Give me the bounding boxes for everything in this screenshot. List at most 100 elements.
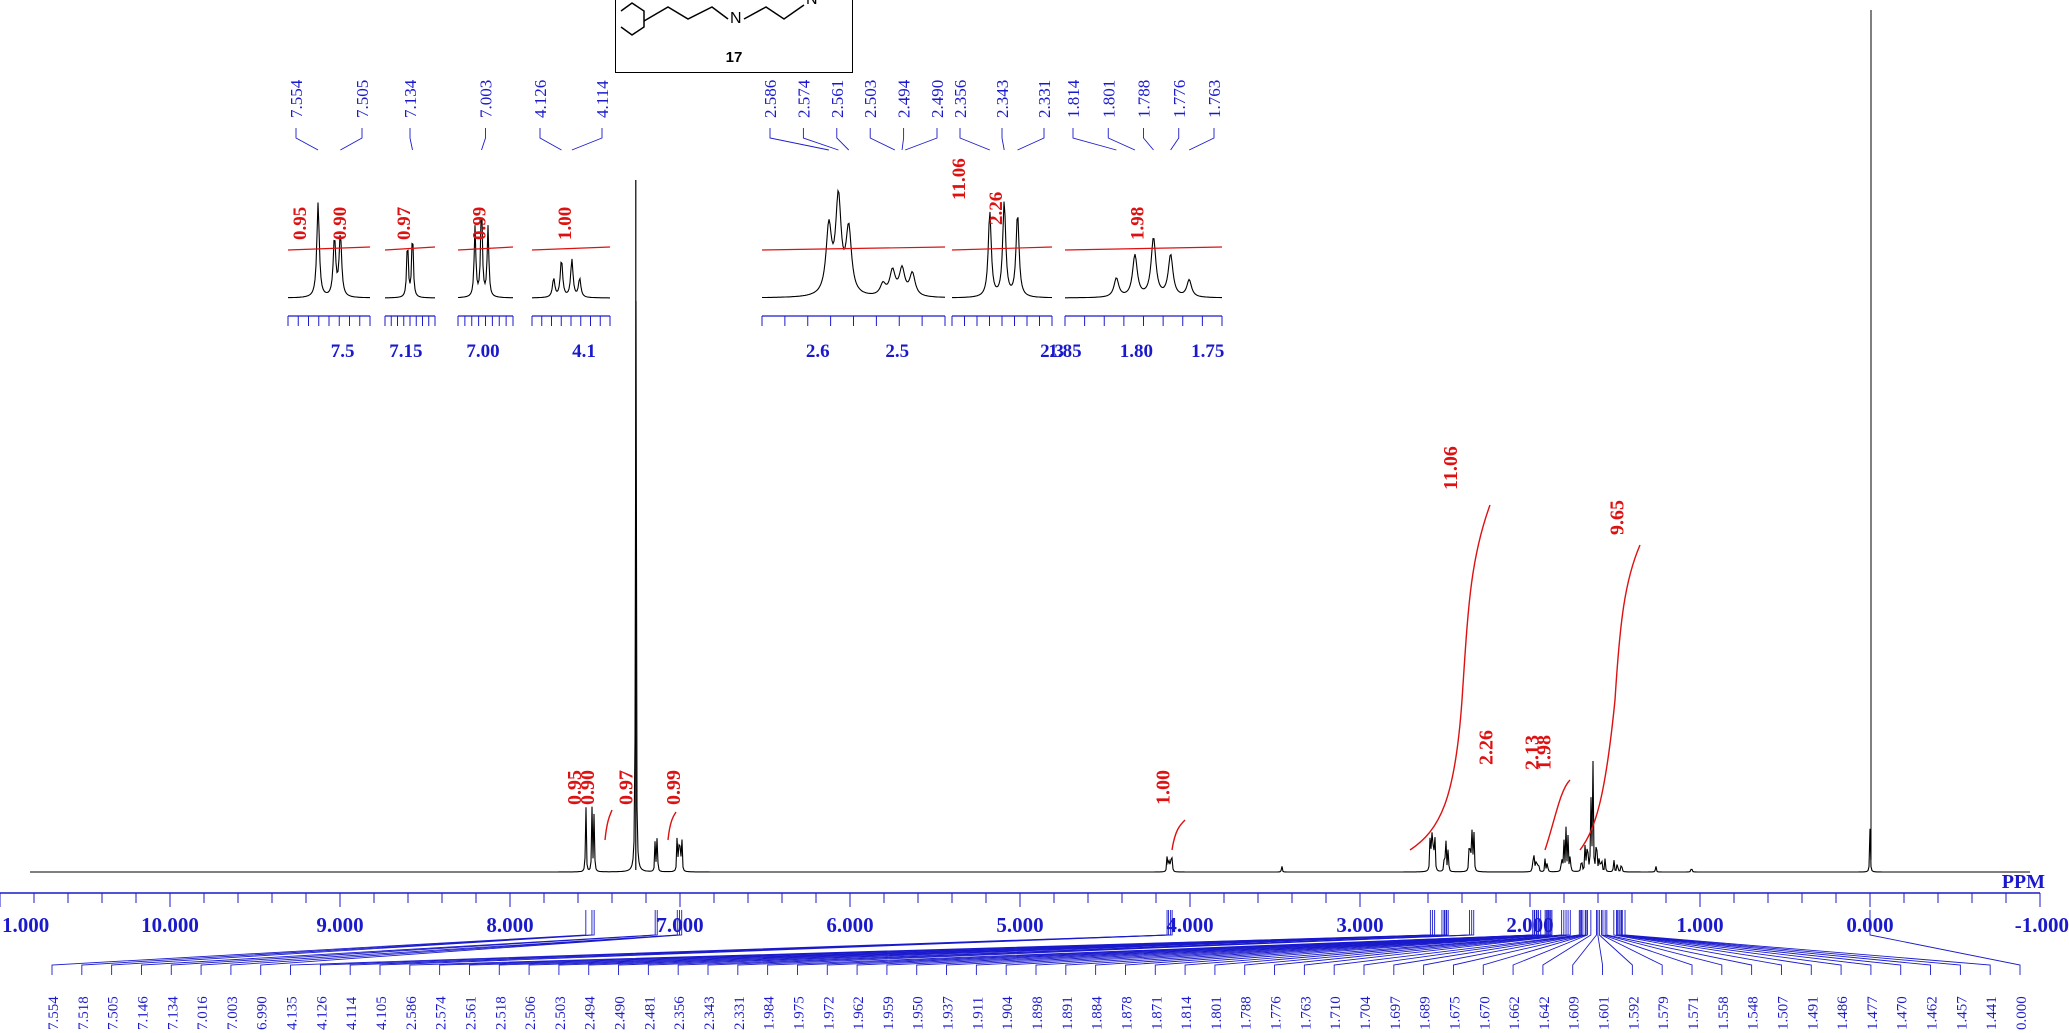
peak-label: 4.105 (374, 996, 390, 1030)
peak-label: 1.962 (851, 996, 867, 1030)
peak-label: 1.507 (1775, 996, 1791, 1030)
x-tick-label: 6.000 (826, 913, 873, 937)
inset-peak-label: 2.586 (761, 80, 780, 118)
inset-peak-label: 2.574 (794, 79, 813, 118)
peak-label-leader (1035, 910, 1548, 975)
peak-label: 6.990 (255, 996, 271, 1030)
peak-label-leader (439, 910, 1433, 975)
peak-label-leader (498, 910, 1443, 975)
peak-label: 2.343 (702, 996, 718, 1030)
peak-label: 7.518 (76, 996, 92, 1030)
peak-label: 1.592 (1626, 996, 1642, 1030)
inset-trace (532, 258, 610, 299)
peak-label: 1.704 (1358, 996, 1374, 1030)
peak-label: 2.494 (583, 996, 599, 1030)
peak-label-leader (1214, 910, 1565, 975)
inset-tick-label: 1.80 (1120, 341, 1153, 362)
inset-peak-label: 7.554 (287, 79, 306, 118)
compound-number: 17 (725, 49, 743, 66)
inset-trace (287, 202, 371, 299)
peak-label: 1.975 (791, 996, 807, 1030)
inset-peak-label: 2.343 (993, 80, 1012, 118)
integration-label: 0.99 (663, 770, 685, 805)
integration-label: 1.00 (1153, 770, 1175, 805)
inset-peak-leader (802, 128, 839, 151)
peak-label-leader (1621, 910, 1931, 975)
peak-label: 1.548 (1746, 996, 1762, 1030)
peak-label-leader (826, 910, 1536, 975)
inset-peak-label: 1.763 (1205, 80, 1224, 118)
peak-label-leader (290, 910, 1168, 975)
inset-peak-leader (295, 128, 319, 151)
nitrogen-atom-label: N (730, 10, 742, 27)
integration-label: 2.13 (1522, 735, 1544, 770)
peak-label-leader (558, 910, 1445, 975)
inset-peak-leader (481, 128, 486, 151)
integration-label: 0.97 (615, 770, 637, 805)
peak-label-leader (737, 910, 1475, 975)
inset-tick-label: 7.00 (466, 341, 499, 362)
peak-label: 1.801 (1209, 996, 1225, 1030)
inset-integration-label: 1.00 (555, 207, 576, 240)
peak-label: 7.003 (225, 996, 241, 1030)
peak-label-leader (1572, 910, 1597, 975)
peak-label-leader (797, 910, 1535, 975)
peak-label-leader (1624, 910, 1991, 975)
inset-tick-label: 7.5 (331, 341, 355, 362)
peak-label-leader (588, 910, 1447, 975)
peak-label-leader (200, 910, 678, 975)
inset-trace (458, 218, 513, 299)
inset-peak-label: 2.490 (928, 80, 947, 118)
x-axis-title: PPM (2002, 871, 2045, 893)
peak-label: 1.670 (1477, 996, 1493, 1030)
peak-label-leader (1616, 910, 1812, 975)
integration-curve (604, 809, 613, 841)
inset-peak-label: 4.126 (531, 80, 550, 118)
peak-label: 2.331 (732, 996, 748, 1030)
peak-label: 1.457 (1954, 996, 1970, 1030)
peak-label-leader (1618, 910, 1872, 975)
inset-peak-leader (769, 128, 829, 151)
x-tick-label: 4.000 (1166, 913, 1213, 937)
integration-label: 9.65 (1607, 500, 1629, 535)
inset-integration-label: 0.97 (394, 206, 415, 240)
integration-label: 2.26 (1476, 730, 1498, 765)
peak-label-leader (1604, 910, 1723, 975)
peak-label-leader (1602, 910, 1693, 975)
inset-trace (1065, 237, 1222, 299)
peak-label: 1.871 (1149, 996, 1165, 1030)
peak-label: 2.506 (523, 996, 539, 1030)
peak-label: 7.146 (135, 996, 151, 1030)
peak-label-leader (1619, 910, 1902, 975)
inset-peak-leader (539, 128, 562, 151)
peak-label: 2.586 (404, 996, 420, 1030)
peak-label-leader (946, 910, 1542, 975)
peak-label-leader (1621, 910, 1961, 975)
integration-label: 1.98 (1533, 735, 1555, 770)
x-tick-label: 1.000 (2, 913, 49, 937)
peak-label-leader (409, 910, 1431, 975)
peak-label: 1.891 (1060, 996, 1076, 1030)
inset-integration-line (384, 246, 436, 251)
inset-trace (385, 242, 435, 299)
inset-peak-label: 7.003 (477, 80, 496, 118)
integration-curve (1579, 544, 1641, 851)
peak-label: 1.441 (1984, 996, 2000, 1030)
inset-peak-label: 1.776 (1170, 80, 1189, 118)
inset-tick-label: 2.6 (806, 341, 830, 362)
inset-integration-line (287, 246, 371, 251)
peak-label: 0.000 (2014, 996, 2030, 1030)
peak-label: 4.135 (285, 996, 301, 1030)
peak-label: 1.462 (1925, 996, 1941, 1030)
peak-label: 1.609 (1567, 996, 1583, 1030)
integration-label: 0.90 (577, 770, 599, 805)
peak-label-leader (528, 910, 1445, 975)
peak-label: 1.972 (821, 996, 837, 1030)
inset-integration-label: 1.98 (1128, 207, 1149, 240)
peak-label-leader (379, 910, 1173, 975)
inset-peak-leader (1017, 128, 1045, 151)
peak-label-leader (1542, 910, 1592, 975)
peak-label-leader (1125, 910, 1552, 975)
inset-peak-leader (1188, 128, 1215, 151)
